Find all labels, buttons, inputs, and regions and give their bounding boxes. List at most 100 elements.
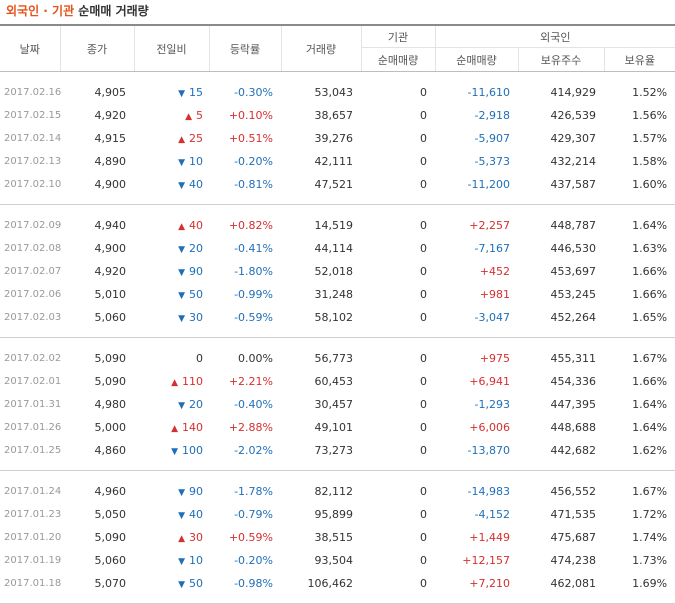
- cell-close: 5,010: [94, 288, 127, 301]
- cell-foreign-ratio: 1.58%: [632, 155, 668, 168]
- cell-foreign-ratio: 1.72%: [632, 508, 668, 521]
- cell-foreign-holdings: 429,307: [550, 132, 597, 145]
- cell-foreign-holdings: 446,530: [550, 242, 597, 255]
- table-row: 2017.01.19 5,060 ▼ 10 -0.20% 93,504 0 +12,157 47…: [0, 549, 675, 572]
- cell-foreign-net: -5,373: [474, 155, 510, 168]
- cell-foreign-net: +2,257: [469, 219, 510, 232]
- cell-institution-net: 0: [420, 352, 427, 365]
- change-value: 20: [189, 242, 203, 255]
- table-row: 2017.02.01 5,090 ▲ 110 +2.21% 60,453 0 +6,941 45…: [0, 370, 675, 393]
- cell-foreign-holdings: 453,245: [550, 288, 597, 301]
- cell-change: ▼ 10: [134, 549, 209, 572]
- cell-foreign-net: +981: [479, 288, 510, 301]
- cell-change: ▼ 40: [134, 503, 209, 526]
- cell-foreign-ratio: 1.67%: [632, 485, 668, 498]
- cell-close: 5,060: [94, 554, 127, 567]
- change-value: 50: [189, 288, 203, 301]
- cell-date: 2017.02.07: [4, 266, 62, 277]
- cell-foreign-holdings: 437,587: [550, 178, 597, 191]
- cell-foreign-net: +452: [479, 265, 510, 278]
- cell-foreign-holdings: 447,395: [550, 398, 597, 411]
- cell-foreign-net: -11,200: [467, 178, 510, 191]
- table-row: 2017.02.13 4,890 ▼ 10 -0.20% 42,111 0 -5,373 432…: [0, 150, 675, 173]
- row-spacer: [0, 471, 675, 481]
- cell-foreign-net: +975: [479, 352, 510, 365]
- cell-close: 5,090: [94, 531, 127, 544]
- cell-foreign-net: -2,918: [474, 109, 510, 122]
- cell-foreign-ratio: 1.62%: [632, 444, 668, 457]
- cell-change: ▼ 20: [134, 237, 209, 260]
- cell-date: 2017.01.24: [4, 486, 62, 497]
- cell-institution-net: 0: [420, 86, 427, 99]
- change-value: 90: [189, 485, 203, 498]
- cell-foreign-ratio: 1.56%: [632, 109, 668, 122]
- triangle-up-icon: ▲: [178, 222, 185, 232]
- cell-institution-net: 0: [420, 265, 427, 278]
- cell-date: 2017.01.31: [4, 399, 62, 410]
- cell-volume: 58,102: [314, 311, 354, 324]
- cell-change: ▼ 50: [134, 283, 209, 306]
- cell-volume: 47,521: [314, 178, 354, 191]
- group-separator: [0, 196, 675, 205]
- cell-rate: -0.20%: [234, 155, 273, 168]
- change-value: 5: [196, 109, 203, 122]
- cell-foreign-ratio: 1.64%: [632, 219, 668, 232]
- cell-rate: -0.41%: [234, 242, 273, 255]
- cell-institution-net: 0: [420, 485, 427, 498]
- cell-date: 2017.01.26: [4, 422, 62, 433]
- cell-institution-net: 0: [420, 375, 427, 388]
- header-foreign-group: 외국인: [434, 24, 675, 48]
- cell-rate: -0.79%: [234, 508, 273, 521]
- cell-foreign-ratio: 1.66%: [632, 375, 668, 388]
- cell-rate: -1.78%: [234, 485, 273, 498]
- cell-institution-net: 0: [420, 288, 427, 301]
- cell-foreign-holdings: 471,535: [550, 508, 597, 521]
- change-value: 10: [189, 155, 203, 168]
- change-value: 90: [189, 265, 203, 278]
- cell-institution-net: 0: [420, 508, 427, 521]
- cell-change: ▼ 50: [134, 572, 209, 595]
- header-change: 전일비: [133, 24, 209, 72]
- header-date: 날짜: [0, 24, 60, 72]
- cell-date: 2017.02.08: [4, 243, 62, 254]
- cell-close: 5,070: [94, 577, 127, 590]
- change-value: 40: [189, 178, 203, 191]
- cell-volume: 31,248: [314, 288, 354, 301]
- cell-foreign-net: -3,047: [474, 311, 510, 324]
- cell-close: 4,980: [94, 398, 127, 411]
- cell-volume: 42,111: [314, 155, 354, 168]
- cell-foreign-holdings: 454,336: [550, 375, 597, 388]
- cell-rate: -0.40%: [234, 398, 273, 411]
- cell-rate: +0.82%: [228, 219, 273, 232]
- cell-volume: 38,515: [314, 531, 354, 544]
- separator-cell: [0, 329, 675, 338]
- cell-foreign-ratio: 1.64%: [632, 421, 668, 434]
- cell-foreign-ratio: 1.63%: [632, 242, 668, 255]
- cell-volume: 14,519: [314, 219, 354, 232]
- cell-close: 5,000: [94, 421, 127, 434]
- header-close: 종가: [59, 24, 134, 72]
- header-foreign-net: 순매매량: [434, 47, 518, 72]
- cell-rate: -0.98%: [234, 577, 273, 590]
- cell-volume: 93,504: [314, 554, 354, 567]
- table-row: 2017.02.06 5,010 ▼ 50 -0.99% 31,248 0 +981 453,2…: [0, 283, 675, 306]
- cell-close: 4,860: [94, 444, 127, 457]
- triangle-up-icon: ▲: [185, 112, 192, 122]
- triangle-down-icon: ▼: [178, 314, 185, 324]
- triangle-down-icon: ▼: [178, 158, 185, 168]
- cell-volume: 30,457: [314, 398, 354, 411]
- header-foreign-holdings: 보유주수: [517, 47, 604, 72]
- change-value: 30: [189, 531, 203, 544]
- spacer-cell: [0, 471, 675, 481]
- change-value: 25: [189, 132, 203, 145]
- separator-cell: [0, 595, 675, 604]
- triangle-down-icon: ▼: [178, 291, 185, 301]
- cell-date: 2017.01.25: [4, 445, 62, 456]
- cell-foreign-ratio: 1.65%: [632, 311, 668, 324]
- cell-foreign-ratio: 1.67%: [632, 352, 668, 365]
- cell-foreign-ratio: 1.69%: [632, 577, 668, 590]
- cell-foreign-ratio: 1.57%: [632, 132, 668, 145]
- header-rate: 등락률: [208, 24, 281, 72]
- cell-foreign-ratio: 1.66%: [632, 288, 668, 301]
- cell-foreign-holdings: 426,539: [550, 109, 597, 122]
